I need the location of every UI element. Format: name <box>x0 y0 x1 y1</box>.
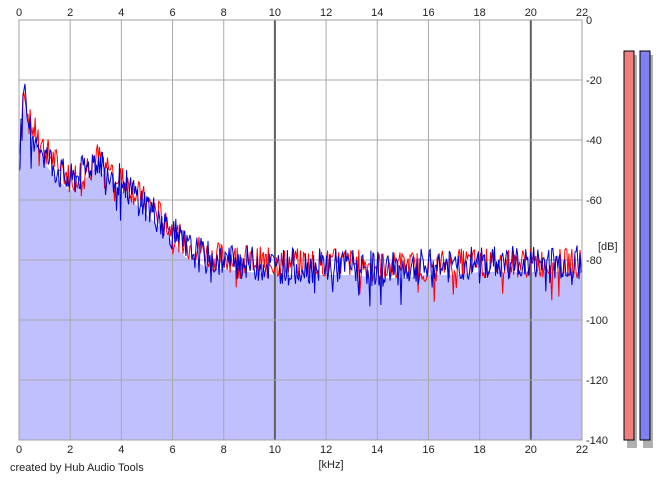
x-tick-label: 18 <box>474 444 486 456</box>
x-tick-label: 20 <box>525 444 537 456</box>
x-tick-label: 12 <box>320 444 332 456</box>
plot-border <box>18 19 583 441</box>
y-tick-label: -20 <box>586 75 602 87</box>
x-tick-label-top: 10 <box>269 7 281 19</box>
x-tick-label-top: 0 <box>16 7 22 19</box>
x-tick-label-top: 6 <box>169 7 175 19</box>
x-axis-title: [kHz] <box>318 459 343 471</box>
x-tick-label: 16 <box>422 444 434 456</box>
x-tick-label-top: 22 <box>576 7 588 19</box>
x-tick-label-top: 18 <box>474 7 486 19</box>
x-tick-label: 14 <box>371 444 383 456</box>
series-line-2 <box>18 83 583 307</box>
x-tick-label-top: 4 <box>118 7 124 19</box>
x-tick-label: 4 <box>118 444 124 456</box>
x-tick-label: 10 <box>269 444 281 456</box>
y-tick-label: -100 <box>586 315 608 327</box>
y-tick-label: -80 <box>586 255 602 267</box>
x-tick-label-top: 14 <box>371 7 383 19</box>
x-tick-label-top: 2 <box>67 7 73 19</box>
x-tick-label-top: 12 <box>320 7 332 19</box>
level-meter-1 <box>623 50 635 441</box>
y-tick-label: -120 <box>586 375 608 387</box>
spectrum-fill <box>19 107 582 440</box>
x-tick-label-top: 8 <box>221 7 227 19</box>
y-axis-title: [dB] <box>598 241 618 253</box>
x-tick-label: 8 <box>221 444 227 456</box>
level-meter-2 <box>639 50 651 441</box>
credit-text: created by Hub Audio Tools <box>10 462 144 474</box>
y-tick-label: -60 <box>586 195 602 207</box>
y-tick-label: -40 <box>586 135 602 147</box>
y-tick-label: 0 <box>586 15 592 27</box>
x-tick-label: 6 <box>169 444 175 456</box>
x-tick-label: 22 <box>576 444 588 456</box>
x-tick-label-top: 20 <box>525 7 537 19</box>
x-tick-label: 0 <box>16 444 22 456</box>
x-tick-label-top: 16 <box>422 7 434 19</box>
y-tick-label: -140 <box>586 435 608 447</box>
x-tick-label: 2 <box>67 444 73 456</box>
